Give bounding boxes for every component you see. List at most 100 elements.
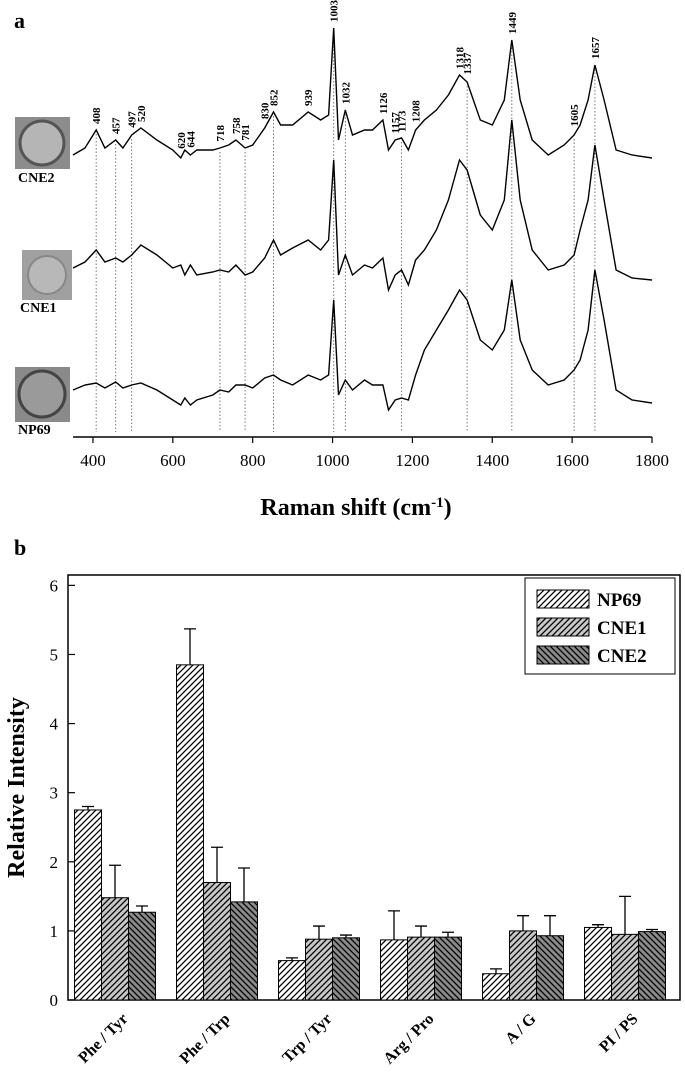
legend-label: CNE1 bbox=[597, 618, 647, 639]
sample-label: CNE1 bbox=[20, 301, 57, 316]
cell bbox=[27, 255, 67, 295]
bar bbox=[305, 938, 333, 1001]
error-bar bbox=[517, 915, 529, 931]
legend-label: NP69 bbox=[597, 590, 641, 611]
bar bbox=[584, 926, 612, 1001]
x-tick-label: Trp / Tyr bbox=[279, 1010, 335, 1066]
legend-label: CNE2 bbox=[597, 646, 647, 667]
peak-label: 1003 bbox=[329, 0, 341, 22]
error-bar bbox=[415, 925, 427, 938]
peak-label: 1657 bbox=[590, 37, 602, 60]
error-bar bbox=[490, 968, 502, 974]
bar bbox=[332, 937, 360, 1001]
panel-label: b bbox=[14, 535, 26, 560]
x-tick-label: 1800 bbox=[635, 451, 669, 470]
sample-label: NP69 bbox=[18, 423, 51, 438]
bar bbox=[176, 664, 204, 1001]
peak-label: 781 bbox=[240, 124, 252, 141]
x-tick-label: 400 bbox=[80, 451, 106, 470]
bar bbox=[407, 936, 435, 1001]
bar bbox=[509, 930, 537, 1001]
peak-label: 1032 bbox=[340, 82, 352, 105]
x-tick-label: A / G bbox=[502, 1010, 540, 1048]
y-tick-label: 5 bbox=[50, 645, 59, 664]
error-bar bbox=[286, 957, 298, 961]
x-tick-label: PI / PS bbox=[596, 1010, 641, 1055]
error-bar bbox=[211, 846, 223, 883]
error-bar bbox=[82, 805, 94, 810]
bar bbox=[230, 901, 258, 1001]
plot-frame bbox=[67, 574, 681, 1001]
peak-label: 939 bbox=[303, 89, 315, 106]
x-tick-label: 600 bbox=[160, 451, 186, 470]
x-tick-label: 1600 bbox=[555, 451, 589, 470]
peak-label: 1157 bbox=[390, 112, 402, 134]
peak-label: 830 bbox=[260, 102, 272, 119]
peak-label: 718 bbox=[215, 124, 227, 141]
sample-label: CNE2 bbox=[18, 171, 55, 186]
y-tick-label: 6 bbox=[50, 576, 59, 595]
peak-label: 1337 bbox=[462, 52, 474, 75]
bar bbox=[74, 809, 102, 1001]
bar bbox=[638, 931, 666, 1001]
x-tick-label: Phe / Trp bbox=[177, 1010, 234, 1067]
error-bar bbox=[619, 895, 631, 935]
x-axis-label-part: -1 bbox=[431, 495, 444, 511]
bar bbox=[278, 960, 306, 1001]
error-bar bbox=[136, 905, 148, 913]
peak-label: 758 bbox=[231, 117, 243, 134]
peak-label: 1605 bbox=[569, 104, 581, 127]
bar bbox=[380, 939, 408, 1001]
bar bbox=[536, 935, 564, 1001]
peak-label: 408 bbox=[91, 107, 103, 124]
error-bar bbox=[109, 864, 121, 898]
cell-images bbox=[15, 117, 72, 422]
bar bbox=[203, 882, 231, 1001]
y-tick-label: 4 bbox=[50, 715, 59, 734]
spectrum-line bbox=[72, 27, 653, 160]
cell bbox=[17, 369, 67, 419]
bar bbox=[611, 933, 639, 1001]
spectrum-line bbox=[72, 269, 653, 412]
x-tick-label: Phe / Tyr bbox=[75, 1010, 131, 1066]
error-bar bbox=[238, 867, 250, 902]
x-axis-label-part: ) bbox=[444, 495, 452, 521]
peak-label: 1126 bbox=[378, 92, 390, 114]
legend-swatch bbox=[536, 645, 590, 665]
cell bbox=[18, 119, 66, 167]
bar bbox=[434, 936, 462, 1001]
error-bar bbox=[544, 915, 556, 936]
error-bar bbox=[646, 928, 658, 932]
bar bbox=[128, 911, 156, 1001]
y-tick-label: 1 bbox=[50, 922, 59, 941]
x-tick-label: Arg / Pro bbox=[380, 1010, 437, 1067]
peak-label: 852 bbox=[268, 89, 280, 106]
peak-label: 1318 bbox=[455, 47, 467, 70]
error-bar bbox=[442, 931, 454, 938]
x-axis-label-part: Raman shift (cm bbox=[260, 495, 431, 521]
peak-label: 1173 bbox=[397, 110, 409, 132]
peak-label: 1449 bbox=[507, 12, 519, 34]
y-tick-label: 2 bbox=[50, 853, 59, 872]
bar bbox=[101, 897, 129, 1001]
x-tick-label: 1200 bbox=[395, 451, 429, 470]
bar bbox=[482, 973, 510, 1001]
spectrum-line bbox=[72, 119, 653, 293]
error-bar bbox=[388, 910, 400, 940]
peak-label: 644 bbox=[185, 131, 197, 148]
x-tick-label: 1400 bbox=[475, 451, 509, 470]
error-bar bbox=[340, 934, 352, 938]
error-bar bbox=[592, 924, 604, 928]
peak-label: 497 bbox=[127, 111, 139, 128]
legend-swatch bbox=[536, 589, 590, 609]
panel-label: a bbox=[14, 8, 25, 33]
y-axis-label: Relative Intensity bbox=[4, 697, 30, 878]
peak-label: 620 bbox=[176, 132, 188, 149]
peak-label: 1208 bbox=[411, 100, 423, 123]
x-tick-label: 800 bbox=[240, 451, 266, 470]
error-bar bbox=[313, 925, 325, 940]
y-tick-label: 3 bbox=[50, 784, 59, 803]
peak-label: 457 bbox=[111, 117, 123, 134]
x-axis-label: Raman shift (cm-1) bbox=[260, 495, 451, 521]
